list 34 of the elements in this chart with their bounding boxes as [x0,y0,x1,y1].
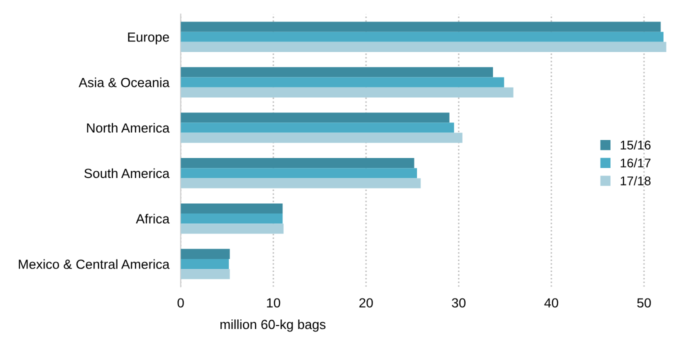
y-tick-label: Mexico & Central America [18,259,170,269]
x-axis-title: million 60-kg bags [220,319,326,332]
bar [180,168,417,178]
x-tick-label: 30 [452,298,466,308]
bar [180,112,450,123]
x-tick-label: 40 [544,298,558,308]
bar [180,132,462,143]
bar [180,269,230,280]
bar [180,122,454,133]
y-tick-label: Asia & Oceania [78,78,170,88]
bar [180,224,284,234]
y-tick-label: Europe [128,32,170,44]
bar [180,22,661,32]
legend-label: 17/18 [620,176,651,186]
legend-label: 15/16 [620,140,651,150]
x-tick-label: 50 [637,298,651,308]
bar [180,248,230,259]
bar [180,178,421,188]
bar [180,158,414,168]
bar [180,77,504,88]
bar [180,214,283,224]
x-tick-label: 0 [178,298,184,308]
bar [180,32,664,42]
bar [180,42,666,52]
bar [180,258,229,270]
legend-label: 16/17 [620,158,650,168]
x-tick-label: 20 [359,298,373,308]
bar [180,87,514,98]
bar [180,203,283,214]
y-tick-label: North America [87,122,170,133]
x-tick-label: 10 [267,298,280,308]
bar [180,67,493,78]
y-tick-label: Africa [136,214,170,224]
y-tick-label: South America [84,168,170,178]
